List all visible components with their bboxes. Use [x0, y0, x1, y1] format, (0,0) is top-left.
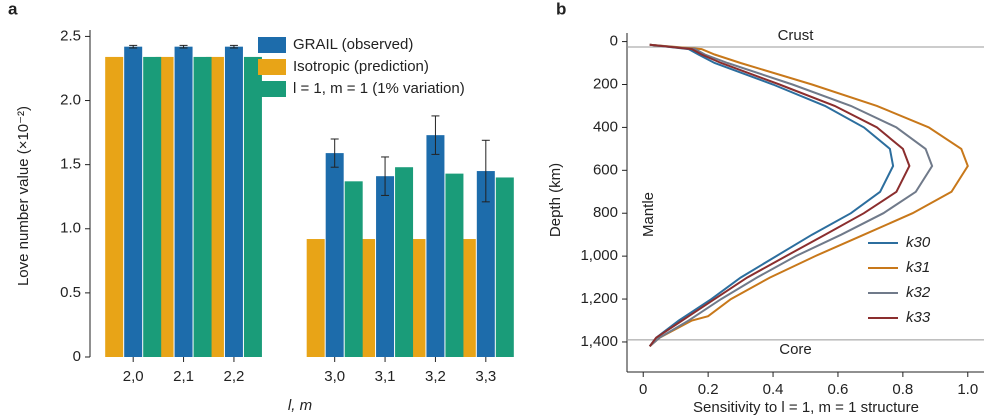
error-bar	[481, 139, 490, 203]
layer-label: Crust	[778, 27, 815, 44]
y-tick-label: 200	[593, 75, 618, 92]
x-tick-label: 2,0	[123, 368, 144, 385]
bar	[426, 135, 445, 357]
bar	[376, 176, 395, 357]
bar	[193, 56, 212, 357]
legend-swatch	[258, 37, 286, 53]
y-tick-label: 800	[593, 204, 618, 221]
legend-swatch	[258, 81, 286, 97]
y-tick-label: 0	[610, 33, 618, 50]
y-tick-label: 1,400	[580, 333, 618, 350]
legend-label: Isotropic (prediction)	[293, 58, 429, 75]
error-bar	[229, 44, 238, 49]
bar	[224, 46, 243, 357]
legend-label: k31	[906, 259, 930, 276]
bar	[306, 239, 325, 357]
x-tick-label: 0.4	[763, 381, 784, 398]
y-axis-title: Love number value (×10⁻²)	[15, 106, 32, 286]
y-tick-label: 1.0	[60, 220, 81, 237]
x-tick-label: 0.6	[828, 381, 849, 398]
x-tick-label: 0	[639, 381, 647, 398]
layer-label: Core	[779, 341, 812, 358]
bar	[124, 46, 143, 357]
legend-swatch	[258, 59, 286, 75]
x-axis-title: l, m	[288, 397, 312, 414]
y-tick-label: 1.5	[60, 156, 81, 173]
line	[648, 43, 911, 347]
x-tick-label: 0.8	[892, 381, 913, 398]
panel-label: a	[8, 0, 18, 18]
y-tick-label: 0	[73, 348, 81, 365]
bar	[445, 173, 464, 357]
x-tick-label: 0.2	[698, 381, 719, 398]
error-bar	[179, 44, 188, 49]
legend-label: k33	[906, 309, 931, 326]
x-tick-label: 2,1	[173, 368, 194, 385]
y-tick-label: 400	[593, 118, 618, 135]
x-axis-title: Sensitivity to l = 1, m = 1 structure	[693, 399, 919, 416]
x-tick-label: 2,2	[224, 368, 245, 385]
y-axis-title: Depth (km)	[547, 163, 564, 237]
legend-label: k30	[906, 234, 931, 251]
error-bar	[381, 156, 390, 196]
x-tick-label: 3,1	[375, 368, 396, 385]
y-tick-label: 600	[593, 161, 618, 178]
line	[649, 43, 934, 348]
bar	[174, 46, 193, 357]
x-tick-label: 3,0	[324, 368, 345, 385]
error-bar	[330, 138, 339, 168]
y-tick-label: 2.5	[60, 27, 81, 44]
legend-label: k32	[906, 284, 931, 301]
layer-label: Mantle	[640, 192, 657, 237]
bar	[325, 153, 344, 357]
panel-label: b	[556, 0, 566, 18]
y-tick-label: 1,200	[580, 290, 618, 307]
error-bar	[431, 115, 440, 155]
x-tick-label: 3,2	[425, 368, 446, 385]
bar	[243, 56, 262, 357]
legend-label: l = 1, m = 1 (1% variation)	[293, 80, 465, 97]
y-tick-label: 1,000	[580, 247, 618, 264]
error-bar	[129, 44, 138, 49]
y-tick-label: 2.0	[60, 91, 81, 108]
bar	[344, 181, 363, 357]
legend-label: GRAIL (observed)	[293, 36, 413, 53]
x-tick-label: 3,3	[475, 368, 496, 385]
bar	[395, 167, 414, 357]
bar	[143, 56, 162, 357]
y-tick-label: 0.5	[60, 284, 81, 301]
line	[648, 43, 895, 347]
bar	[476, 171, 495, 357]
x-tick-label: 1.0	[957, 381, 978, 398]
bar	[495, 177, 514, 357]
bar	[105, 56, 124, 357]
line	[649, 43, 969, 348]
